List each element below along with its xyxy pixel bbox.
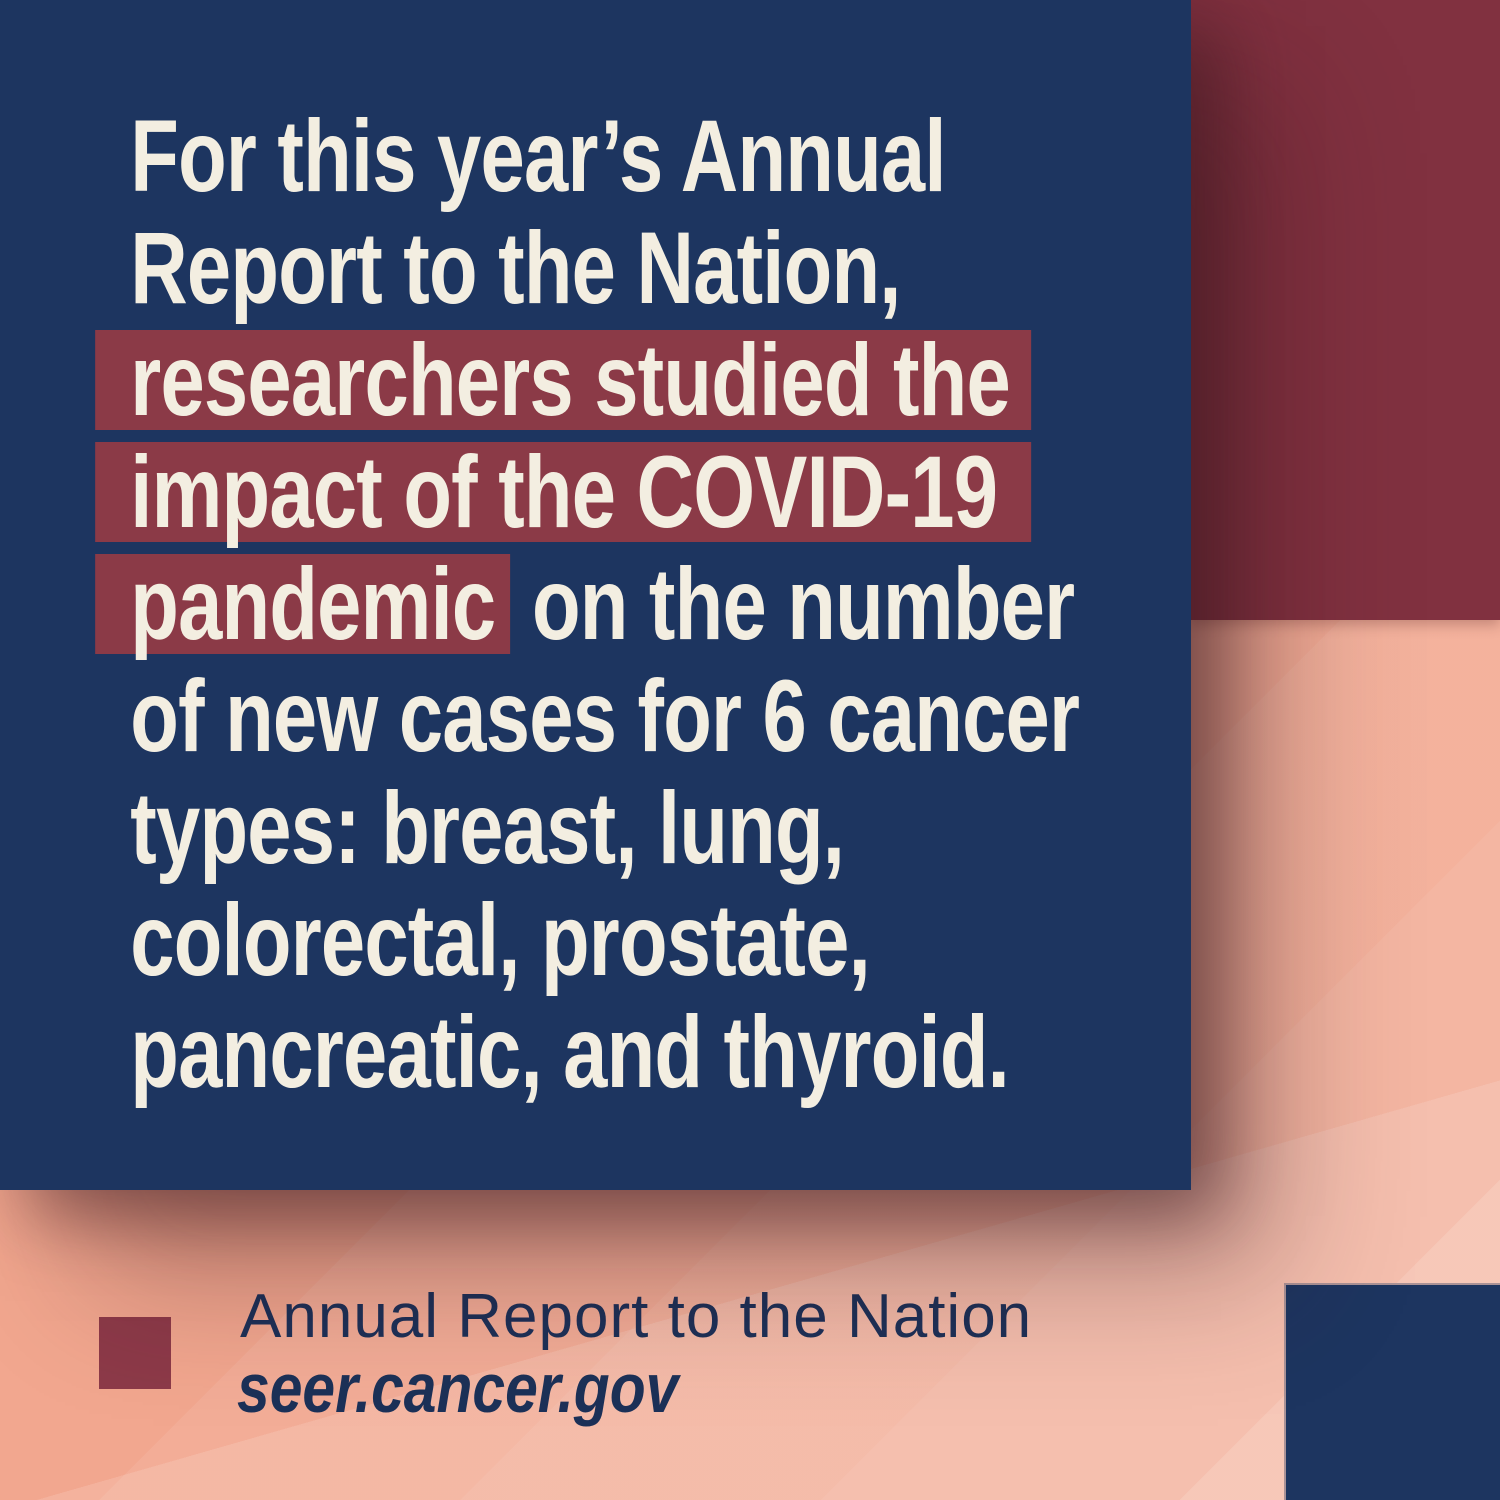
- caption-title: Annual Report to the Nation: [240, 1282, 1033, 1351]
- text-line-5-rest: on the number: [531, 547, 1075, 661]
- text-line: pandemic on the number: [95, 547, 1193, 661]
- text-line: impact of the COVID-19: [95, 436, 1193, 548]
- text-line: Report to the Nation,: [130, 212, 1193, 324]
- text-line: pancreatic, and thyroid.: [130, 996, 1193, 1108]
- text-line: colorectal, prostate,: [130, 884, 1193, 996]
- text-line-6: of new cases for 6 cancer: [130, 659, 1080, 773]
- text-line-8: colorectal, prostate,: [130, 883, 870, 997]
- highlighted-text: impact of the COVID-19: [95, 441, 1032, 543]
- text-line-7: types: breast, lung,: [130, 771, 845, 885]
- highlighted-text: researchers studied the: [95, 329, 1032, 431]
- text-line: types: breast, lung,: [130, 772, 1193, 884]
- bottom-right-navy-square: [1284, 1283, 1500, 1500]
- bullet-square: [99, 1317, 171, 1389]
- text-line: researchers studied the: [95, 324, 1193, 436]
- text-line-9: pancreatic, and thyroid.: [130, 995, 1010, 1109]
- text-line-2: Report to the Nation,: [130, 211, 901, 325]
- text-line: For this year’s Annual: [130, 100, 1193, 212]
- main-text-panel: For this year’s Annual Report to the Nat…: [0, 0, 1191, 1190]
- caption-url: seer.cancer.gov: [237, 1349, 679, 1427]
- text-line: of new cases for 6 cancer: [130, 660, 1193, 772]
- headline-text-block: For this year’s Annual Report to the Nat…: [95, 100, 1193, 1108]
- top-right-maroon-rectangle: [1191, 0, 1500, 620]
- text-line-1: For this year’s Annual: [130, 99, 946, 213]
- highlighted-text: pandemic: [95, 553, 511, 655]
